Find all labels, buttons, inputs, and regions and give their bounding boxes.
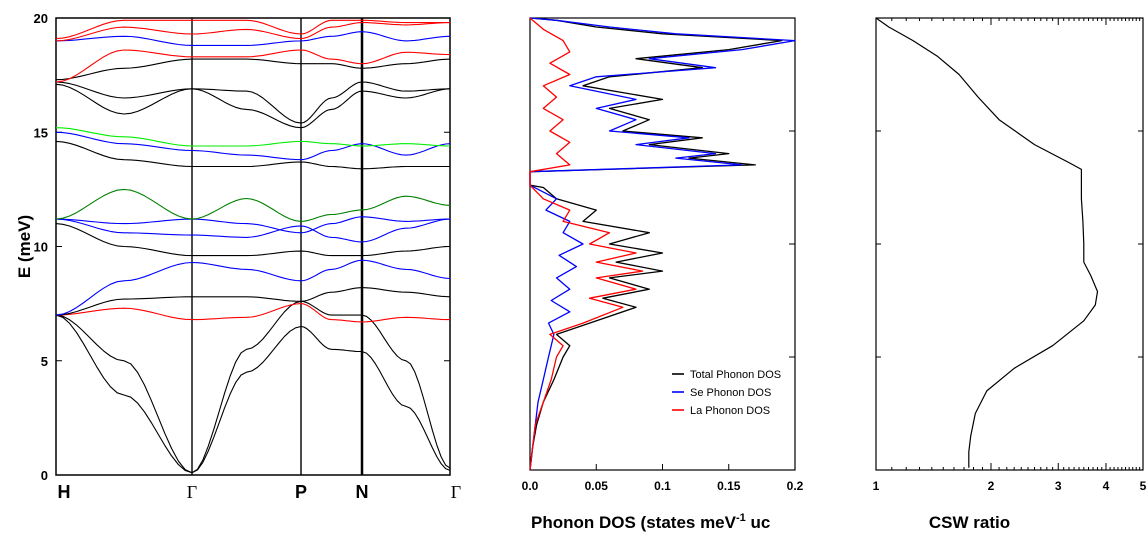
x-tick-label: 0.2 bbox=[787, 479, 804, 493]
y-axis-title: E (meV) bbox=[15, 215, 34, 278]
x-tick-label: 5 bbox=[1140, 479, 1147, 493]
k-point-label: P bbox=[295, 482, 307, 502]
csw-curve bbox=[875, 17, 1099, 468]
dispersion-branch bbox=[55, 300, 451, 474]
dispersion-panel: 0 5 10 15 20 H Γ P N Γ E (meV) bbox=[15, 11, 461, 502]
dispersion-branch bbox=[55, 22, 450, 42]
dispersion-branch bbox=[55, 31, 451, 46]
dispersion-branch bbox=[55, 287, 451, 316]
x-tick-label: 2 bbox=[988, 479, 995, 493]
dispersion-branch bbox=[55, 131, 451, 161]
plot-frame bbox=[875, 17, 1144, 471]
x-axis-title-superscript: -1 bbox=[736, 512, 746, 524]
dispersion-branch bbox=[55, 303, 450, 323]
x-axis-title: Phonon DOS (states meV-1 uc bbox=[531, 512, 770, 532]
x-tick-label: 0.15 bbox=[717, 479, 741, 493]
x-tick-label: 0.05 bbox=[585, 479, 609, 493]
dispersion-branch bbox=[55, 259, 451, 316]
dispersion-branch bbox=[55, 314, 451, 474]
x-tick-label: 0.0 bbox=[522, 479, 539, 493]
x-axis-title-main: Phonon DOS (states meV bbox=[531, 513, 737, 532]
dispersion-branch bbox=[55, 58, 451, 81]
k-point-label: H bbox=[58, 482, 71, 502]
legend-label: La Phonon DOS bbox=[690, 405, 770, 417]
y-tick-label: 5 bbox=[41, 354, 48, 369]
dispersion-branch bbox=[55, 127, 451, 147]
k-point-label: Γ bbox=[187, 482, 197, 502]
dispersion-branch bbox=[55, 49, 451, 83]
y-tick-label: 10 bbox=[34, 240, 48, 255]
x-tick-label: 3 bbox=[1055, 479, 1062, 493]
x-axis-title-tail: uc bbox=[746, 513, 771, 532]
dispersion-branch bbox=[55, 19, 450, 40]
legend-label: Total Phonon DOS bbox=[690, 369, 781, 381]
plot-frame bbox=[55, 17, 451, 476]
dos-curve bbox=[529, 17, 783, 471]
phonon-dos-panel: 0.0 0.05 0.1 0.15 0.2 Total Phonon DOS Se Phon… bbox=[522, 17, 804, 532]
dispersion-branch bbox=[55, 140, 450, 170]
x-tick-label: 4 bbox=[1103, 479, 1110, 493]
x-tick-label: 0.1 bbox=[654, 479, 671, 493]
dispersion-branch bbox=[55, 223, 451, 257]
y-tick-label: 0 bbox=[41, 468, 48, 483]
x-tick-label: 1 bbox=[873, 479, 880, 493]
k-point-label: N bbox=[356, 482, 369, 502]
legend-label: Se Phonon DOS bbox=[690, 387, 771, 399]
dispersion-branch bbox=[55, 218, 451, 243]
dispersion-branch bbox=[55, 216, 450, 234]
dispersion-branch bbox=[55, 83, 451, 129]
dos-curve bbox=[529, 17, 644, 471]
dispersion-branch bbox=[55, 188, 451, 222]
x-axis-title: CSW ratio bbox=[929, 513, 1010, 532]
y-tick-label: 15 bbox=[34, 125, 48, 140]
csw-ratio-panel: 1 2 3 4 5 CSW ratio bbox=[873, 17, 1147, 532]
y-tick-label: 20 bbox=[34, 11, 48, 26]
k-point-label: Γ bbox=[451, 482, 461, 502]
dispersion-branch bbox=[55, 81, 451, 124]
legend: Total Phonon DOS Se Phonon DOS La Phonon D… bbox=[672, 369, 781, 417]
dos-curve bbox=[529, 17, 796, 471]
